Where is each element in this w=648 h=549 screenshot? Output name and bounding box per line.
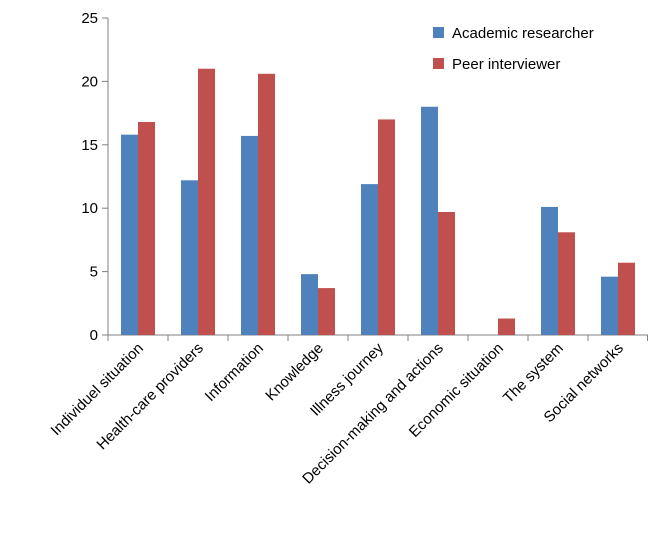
bar-academic-researcher bbox=[361, 184, 378, 335]
bar-academic-researcher bbox=[541, 206, 558, 335]
x-tick-label: Knowledge bbox=[262, 340, 327, 405]
y-tick-label: 10 bbox=[81, 200, 98, 217]
legend: Academic researcher Peer interviewer bbox=[433, 25, 594, 73]
y-axis: 0 5 10 15 20 25 bbox=[81, 10, 109, 344]
bar-peer-interviewer bbox=[558, 232, 575, 335]
bar-academic-researcher bbox=[601, 276, 618, 335]
legend-label: Academic researcher bbox=[452, 25, 594, 42]
bar-peer-interviewer bbox=[138, 121, 155, 335]
bar-peer-interviewer bbox=[198, 68, 215, 335]
bar-academic-researcher bbox=[301, 274, 318, 335]
bar-peer-interviewer bbox=[378, 119, 395, 335]
legend-swatch bbox=[433, 58, 444, 69]
y-tick-label: 25 bbox=[81, 10, 98, 27]
bar-academic-researcher bbox=[421, 106, 438, 335]
bar-academic-researcher bbox=[121, 134, 138, 335]
bar-academic-researcher bbox=[241, 135, 258, 335]
bar-peer-interviewer bbox=[318, 288, 335, 335]
y-tick-label: 20 bbox=[81, 73, 98, 90]
bar-peer-interviewer bbox=[438, 212, 455, 335]
bar-peer-interviewer bbox=[498, 318, 515, 335]
bar-academic-researcher bbox=[181, 180, 198, 335]
y-tick-label: 0 bbox=[90, 327, 98, 344]
bars bbox=[121, 68, 635, 336]
x-tick-label: Information bbox=[202, 340, 267, 405]
legend-swatch bbox=[433, 27, 444, 38]
y-tick-label: 15 bbox=[81, 137, 98, 154]
y-tick-label: 5 bbox=[90, 264, 98, 281]
legend-label: Peer interviewer bbox=[452, 56, 560, 73]
x-tick-label: Health-care providers bbox=[93, 340, 206, 453]
bar-peer-interviewer bbox=[618, 262, 635, 335]
bar-peer-interviewer bbox=[258, 73, 275, 336]
